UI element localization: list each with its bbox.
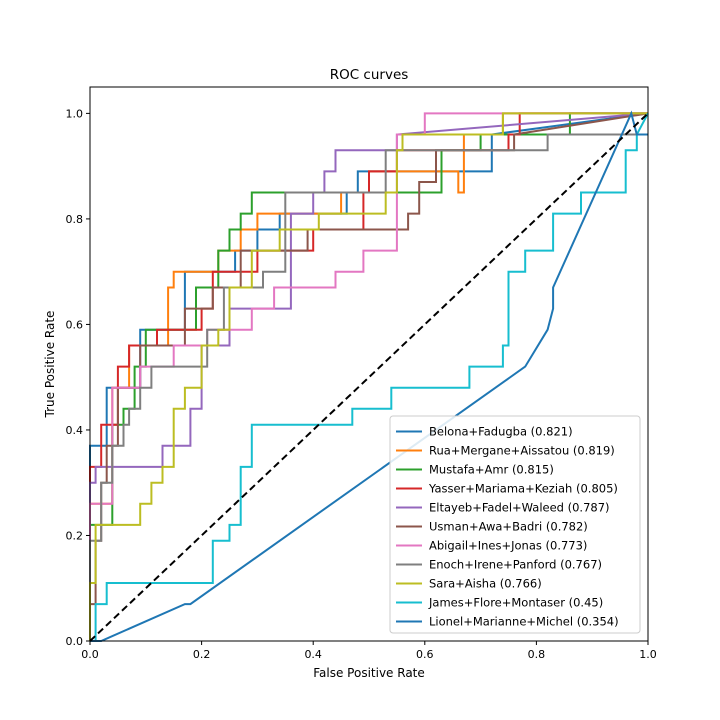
x-tick-label: 0.2 xyxy=(193,648,211,661)
roc-series-line-10 xyxy=(90,110,648,642)
roc-series-line-8 xyxy=(89,112,648,641)
legend-entry: Usman+Awa+Badri (0.782) xyxy=(429,520,588,534)
axes-frame xyxy=(89,86,649,642)
legend-entry: Yasser+Mariama+Keziah (0.805) xyxy=(428,482,618,496)
plot-area xyxy=(89,110,649,642)
legend-box xyxy=(389,415,641,634)
y-axis-label: True Positive Rate xyxy=(43,311,57,419)
y-tick-label: 0.2 xyxy=(66,529,84,542)
legend-entry: Sara+Aisha (0.766) xyxy=(429,577,542,591)
legend-entry: Mustafa+Amr (0.815) xyxy=(429,463,554,477)
roc-series-line-2 xyxy=(89,112,648,641)
roc-series-line-6 xyxy=(89,112,648,641)
x-tick-label: 0.0 xyxy=(81,648,99,661)
roc-series-line-3 xyxy=(89,112,648,641)
roc-series-line-9 xyxy=(94,112,649,641)
legend-entry: Eltayeb+Fadel+Waleed (0.787) xyxy=(429,501,610,515)
y-axis: 0.0 0.2 0.4 0.6 0.8 1.0 xyxy=(66,107,90,648)
x-tick-label: 0.4 xyxy=(304,648,322,661)
legend-entry: James+Flore+Montaser (0.45) xyxy=(428,596,603,610)
legend-entry: Abigail+Ines+Jonas (0.773) xyxy=(429,539,587,553)
y-tick-label: 0.4 xyxy=(66,424,84,437)
chance-diagonal-line xyxy=(89,112,649,642)
legend: Belona+Fadugba (0.821) Rua+Mergane+Aissat… xyxy=(389,415,641,634)
y-tick-label: 0.0 xyxy=(66,635,84,648)
y-tick-label: 0.8 xyxy=(66,213,84,226)
y-tick-label: 0.6 xyxy=(66,318,84,331)
chart-title: ROC curves xyxy=(330,67,409,83)
y-tick-label: 1.0 xyxy=(66,107,84,120)
legend-entry: Lionel+Marianne+Michel (0.354) xyxy=(429,615,619,629)
x-axis: 0.0 0.2 0.4 0.6 0.8 1.0 xyxy=(81,641,657,661)
x-tick-label: 0.6 xyxy=(416,648,434,661)
x-axis-label: False Positive Rate xyxy=(313,666,425,680)
x-tick-label: 0.8 xyxy=(528,648,546,661)
legend-entry: Rua+Mergane+Aissatou (0.819) xyxy=(429,444,615,458)
legend-entry: Belona+Fadugba (0.821) xyxy=(429,425,573,439)
x-tick-label: 1.0 xyxy=(639,648,657,661)
legend-entry: Enoch+Irene+Panford (0.767) xyxy=(429,558,602,572)
roc-series-line-7 xyxy=(89,133,648,641)
